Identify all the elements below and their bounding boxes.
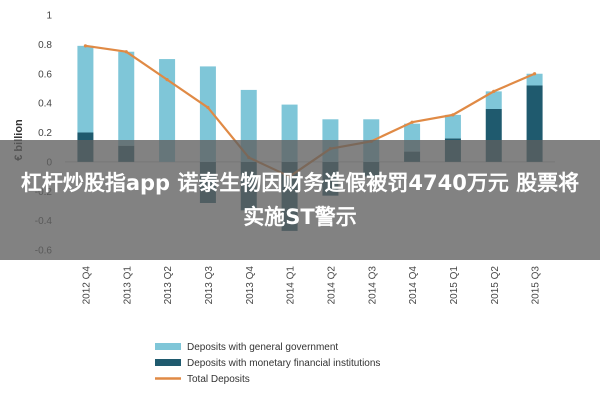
- bar-deposits-general-government: [526, 73, 543, 86]
- x-tick-label: 2013 Q1: [122, 266, 133, 305]
- point-total-deposits: [492, 89, 496, 93]
- y-tick-label: 0.6: [38, 69, 52, 80]
- bar-deposits-general-government: [118, 51, 135, 146]
- title-banner: 杠杆炒股指app 诺泰生物因财务造假被罚4740万元 股票将实施ST警示: [0, 140, 600, 260]
- x-tick-label: 2015 Q1: [449, 266, 460, 305]
- legend: Deposits with general government Deposits…: [155, 342, 380, 385]
- bar-deposits-general-government: [77, 45, 94, 133]
- point-total-deposits: [83, 44, 88, 48]
- legend-label-total-deposits: Total Deposits: [187, 374, 250, 385]
- legend-label-deposits-monetary-financial-institutions: Deposits with monetary financial institu…: [187, 358, 380, 369]
- x-tick-label: 2012 Q4: [81, 266, 92, 305]
- point-total-deposits: [532, 72, 537, 76]
- bar-deposits-general-government: [485, 91, 502, 109]
- x-tick-label: 2013 Q2: [163, 266, 174, 305]
- bar-deposits-general-government: [444, 114, 461, 139]
- legend-swatch-deposits-monetary-financial-institutions: [155, 359, 181, 366]
- x-tick-label: 2013 Q3: [204, 266, 215, 305]
- point-total-deposits: [206, 105, 210, 110]
- point-total-deposits: [410, 120, 414, 124]
- x-axis: 2012 Q4 2013 Q1 2013 Q2 2013 Q3 2013 Q4 2014 …: [81, 266, 541, 305]
- x-tick-label: 2015 Q2: [490, 266, 501, 305]
- y-tick-label: 0.8: [38, 40, 52, 51]
- x-tick-label: 2015 Q3: [531, 266, 542, 305]
- banner-title: 杠杆炒股指app 诺泰生物因财务造假被罚4740万元 股票将实施ST警示: [20, 171, 580, 229]
- legend-swatch-deposits-general-government: [155, 343, 181, 350]
- legend-label-deposits-general-government: Deposits with general government: [187, 342, 338, 353]
- y-tick-label: 0.4: [38, 99, 52, 110]
- x-tick-label: 2014 Q2: [326, 266, 337, 305]
- x-tick-label: 2014 Q4: [408, 266, 419, 305]
- point-total-deposits: [451, 113, 455, 117]
- x-tick-label: 2014 Q1: [286, 266, 297, 305]
- x-tick-label: 2013 Q4: [245, 266, 256, 305]
- x-tick-label: 2014 Q3: [367, 266, 378, 305]
- bar-deposits-general-government: [159, 59, 176, 162]
- y-tick-label: 0.2: [38, 128, 52, 139]
- point-total-deposits: [165, 78, 169, 82]
- bar-deposits-general-government: [199, 66, 216, 162]
- point-total-deposits: [124, 50, 128, 54]
- y-tick-label: 1: [46, 11, 52, 22]
